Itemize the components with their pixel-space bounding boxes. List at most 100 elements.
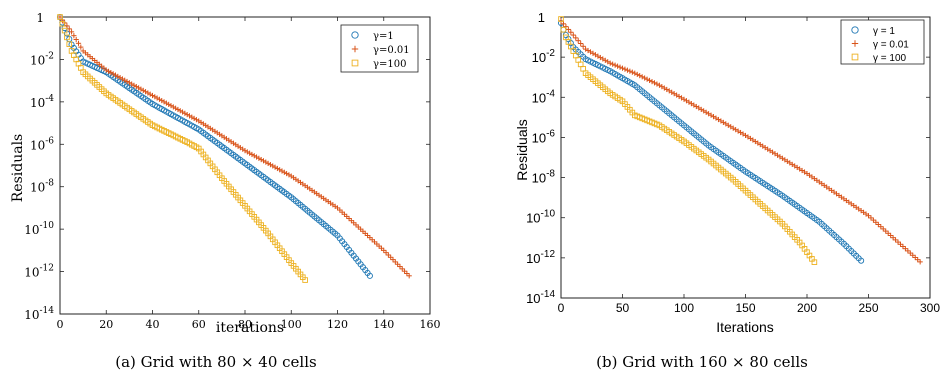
chart-b-xtick-label: 0 bbox=[558, 301, 565, 315]
chart-b-series-2-point bbox=[617, 64, 623, 70]
chart-a-legend-label-2: γ=0.01 bbox=[373, 45, 410, 56]
chart-b-series-2-point bbox=[570, 32, 576, 38]
chart-b-series-2-point bbox=[632, 70, 638, 76]
chart-b-series-3-point bbox=[560, 26, 567, 33]
chart-b-series-2-point bbox=[619, 65, 626, 71]
chart-a-series-3-point bbox=[59, 20, 66, 27]
chart-b-series-2-point bbox=[614, 63, 621, 69]
chart-a-series-2-point bbox=[64, 23, 70, 29]
chart-b-series-2-point bbox=[917, 259, 923, 265]
chart-a-ytick-label: 1 bbox=[36, 11, 44, 25]
chart-a-xtick-label: 140 bbox=[373, 318, 394, 331]
chart-a-ytick-label: 10-10 bbox=[24, 221, 54, 237]
chart-a-series-1 bbox=[56, 13, 373, 279]
chart-a-ytick-label: 10-2 bbox=[30, 51, 54, 67]
chart-a-series-2-point bbox=[75, 40, 82, 46]
chart-b-series-3-point bbox=[558, 16, 564, 22]
chart-b-series-2-point bbox=[634, 71, 640, 78]
chart-a-series-2-point bbox=[385, 252, 391, 258]
chart-a-series-2-point bbox=[383, 250, 389, 256]
chart-b-ytick-label: 10-14 bbox=[526, 289, 555, 306]
chart-b: 0 50 100 150 200 250 300 1 10-2 10-4 10-6 10-8 10-10… bbox=[514, 10, 940, 371]
chart-b-legend-marker-3 bbox=[851, 53, 859, 61]
chart-a-series-2-point bbox=[392, 259, 398, 265]
chart-b-xtick-label: 150 bbox=[735, 301, 755, 315]
chart-b-series-2-point bbox=[637, 73, 643, 79]
chart-b-series-2-point bbox=[629, 69, 635, 75]
chart-b-series-2-point bbox=[639, 74, 645, 80]
chart-a-series-2-point bbox=[406, 273, 412, 279]
chart-a-ytick-label: 10-6 bbox=[30, 136, 54, 152]
chart-a-legend-label-3: γ=100 bbox=[373, 59, 406, 70]
chart-b-series-1-point bbox=[560, 26, 567, 33]
chart-a-legend-marker-3 bbox=[351, 59, 359, 67]
chart-a-xtick-label: 0 bbox=[57, 318, 64, 331]
chart-a-series-2-point bbox=[390, 257, 396, 263]
chart-b-series-2-point bbox=[573, 35, 579, 41]
chart-b-legend-label-2: γ = 0.01 bbox=[873, 40, 909, 51]
chart-b-series-2-point bbox=[644, 76, 650, 82]
chart-b-ytick-label: 10-4 bbox=[532, 88, 556, 105]
chart-b-legend-label-3: γ = 100 bbox=[873, 53, 907, 64]
chart-a-xlabel: iterations bbox=[216, 320, 284, 336]
chart-b-xtick-label: 300 bbox=[920, 301, 940, 315]
chart-b-series-2-point bbox=[612, 62, 618, 68]
chart-a-series-1-point bbox=[366, 272, 373, 279]
chart-b-series-2-point bbox=[607, 60, 613, 66]
chart-a-series-2-point bbox=[397, 263, 403, 270]
chart-a-series-3-point bbox=[302, 277, 308, 283]
chart-a-xtick-label: 80 bbox=[238, 318, 252, 331]
chart-a-marks bbox=[56, 13, 412, 283]
chart-b-legend: γ = 1 γ = 0.01 γ = 100 bbox=[840, 19, 925, 65]
chart-b-legend-marker-2 bbox=[851, 40, 859, 47]
chart-b-xlabel: Iterations bbox=[716, 319, 774, 335]
chart-a-xtick-label: 40 bbox=[146, 318, 160, 331]
chart-a-ytick-label: 10-8 bbox=[30, 179, 54, 195]
chart-b-series-3-point bbox=[811, 259, 818, 265]
chart-a-series-2-point bbox=[381, 247, 387, 253]
chart-a-legend: γ=1 γ=0.01 γ=100 bbox=[340, 24, 419, 73]
chart-b-series-2-point bbox=[560, 21, 567, 27]
chart-a-ytick-label: 10-12 bbox=[24, 264, 54, 280]
chart-a: 0 20 40 60 80 100 120 140 160 1 10-2 10-4 10-6 10-8 10… bbox=[10, 11, 441, 371]
chart-b-series-2-point bbox=[575, 38, 581, 44]
chart-a-series-2-point bbox=[57, 14, 63, 20]
chart-b-series-2-point bbox=[646, 77, 653, 84]
chart-a-series-2-point bbox=[71, 33, 77, 39]
chart-b-ytick-label: 10-12 bbox=[526, 249, 555, 266]
chart-b-series-2-point bbox=[651, 80, 658, 86]
chart-b-series-2-point bbox=[654, 81, 660, 87]
chart-b-series-2-point bbox=[627, 68, 633, 74]
chart-b-legend-label-1: γ = 1 bbox=[873, 26, 895, 37]
chart-b-ytick-label: 1 bbox=[538, 10, 545, 25]
chart-a-xtick-label: 100 bbox=[281, 318, 302, 331]
chart-a-series-2-point bbox=[73, 36, 79, 43]
chart-b-series-2-point bbox=[642, 75, 648, 81]
chart-a-legend-label-1: γ=1 bbox=[373, 31, 394, 42]
chart-b-caption: (b) Grid with 160 × 80 cells bbox=[596, 353, 808, 371]
chart-a-xtick-label: 60 bbox=[192, 318, 206, 331]
chart-a-series-3-point bbox=[57, 14, 63, 20]
chart-a-series-2-point bbox=[399, 266, 405, 272]
chart-b-marks bbox=[557, 16, 923, 265]
chart-b-ytick-label: 10-10 bbox=[526, 209, 555, 226]
chart-a-series-2-point bbox=[78, 44, 84, 50]
chart-a-legend-marker-2 bbox=[351, 45, 359, 53]
chart-a-ylabel: Residuals bbox=[10, 134, 26, 202]
chart-b-ytick-label: 10-2 bbox=[532, 48, 556, 65]
chart-b-series-2-point bbox=[568, 29, 574, 35]
chart-a-series-3 bbox=[57, 14, 308, 283]
chart-a-caption: (a) Grid with 80 × 40 cells bbox=[115, 353, 316, 371]
chart-a-xtick-label: 120 bbox=[327, 318, 348, 331]
chart-a-series-2-point bbox=[68, 29, 75, 35]
chart-b-xtick-label: 50 bbox=[616, 301, 630, 315]
chart-b-ylabel: Residuals bbox=[514, 119, 530, 180]
chart-b-series-2 bbox=[558, 18, 923, 265]
chart-b-xtick-label: 250 bbox=[858, 301, 878, 315]
chart-b-series-1-point bbox=[858, 257, 865, 264]
chart-a-xtick-label: 160 bbox=[420, 318, 441, 331]
chart-b-series-2-point bbox=[578, 40, 584, 47]
chart-b-series-2-point bbox=[565, 26, 571, 33]
chart-b-legend-marker-1 bbox=[851, 26, 859, 34]
